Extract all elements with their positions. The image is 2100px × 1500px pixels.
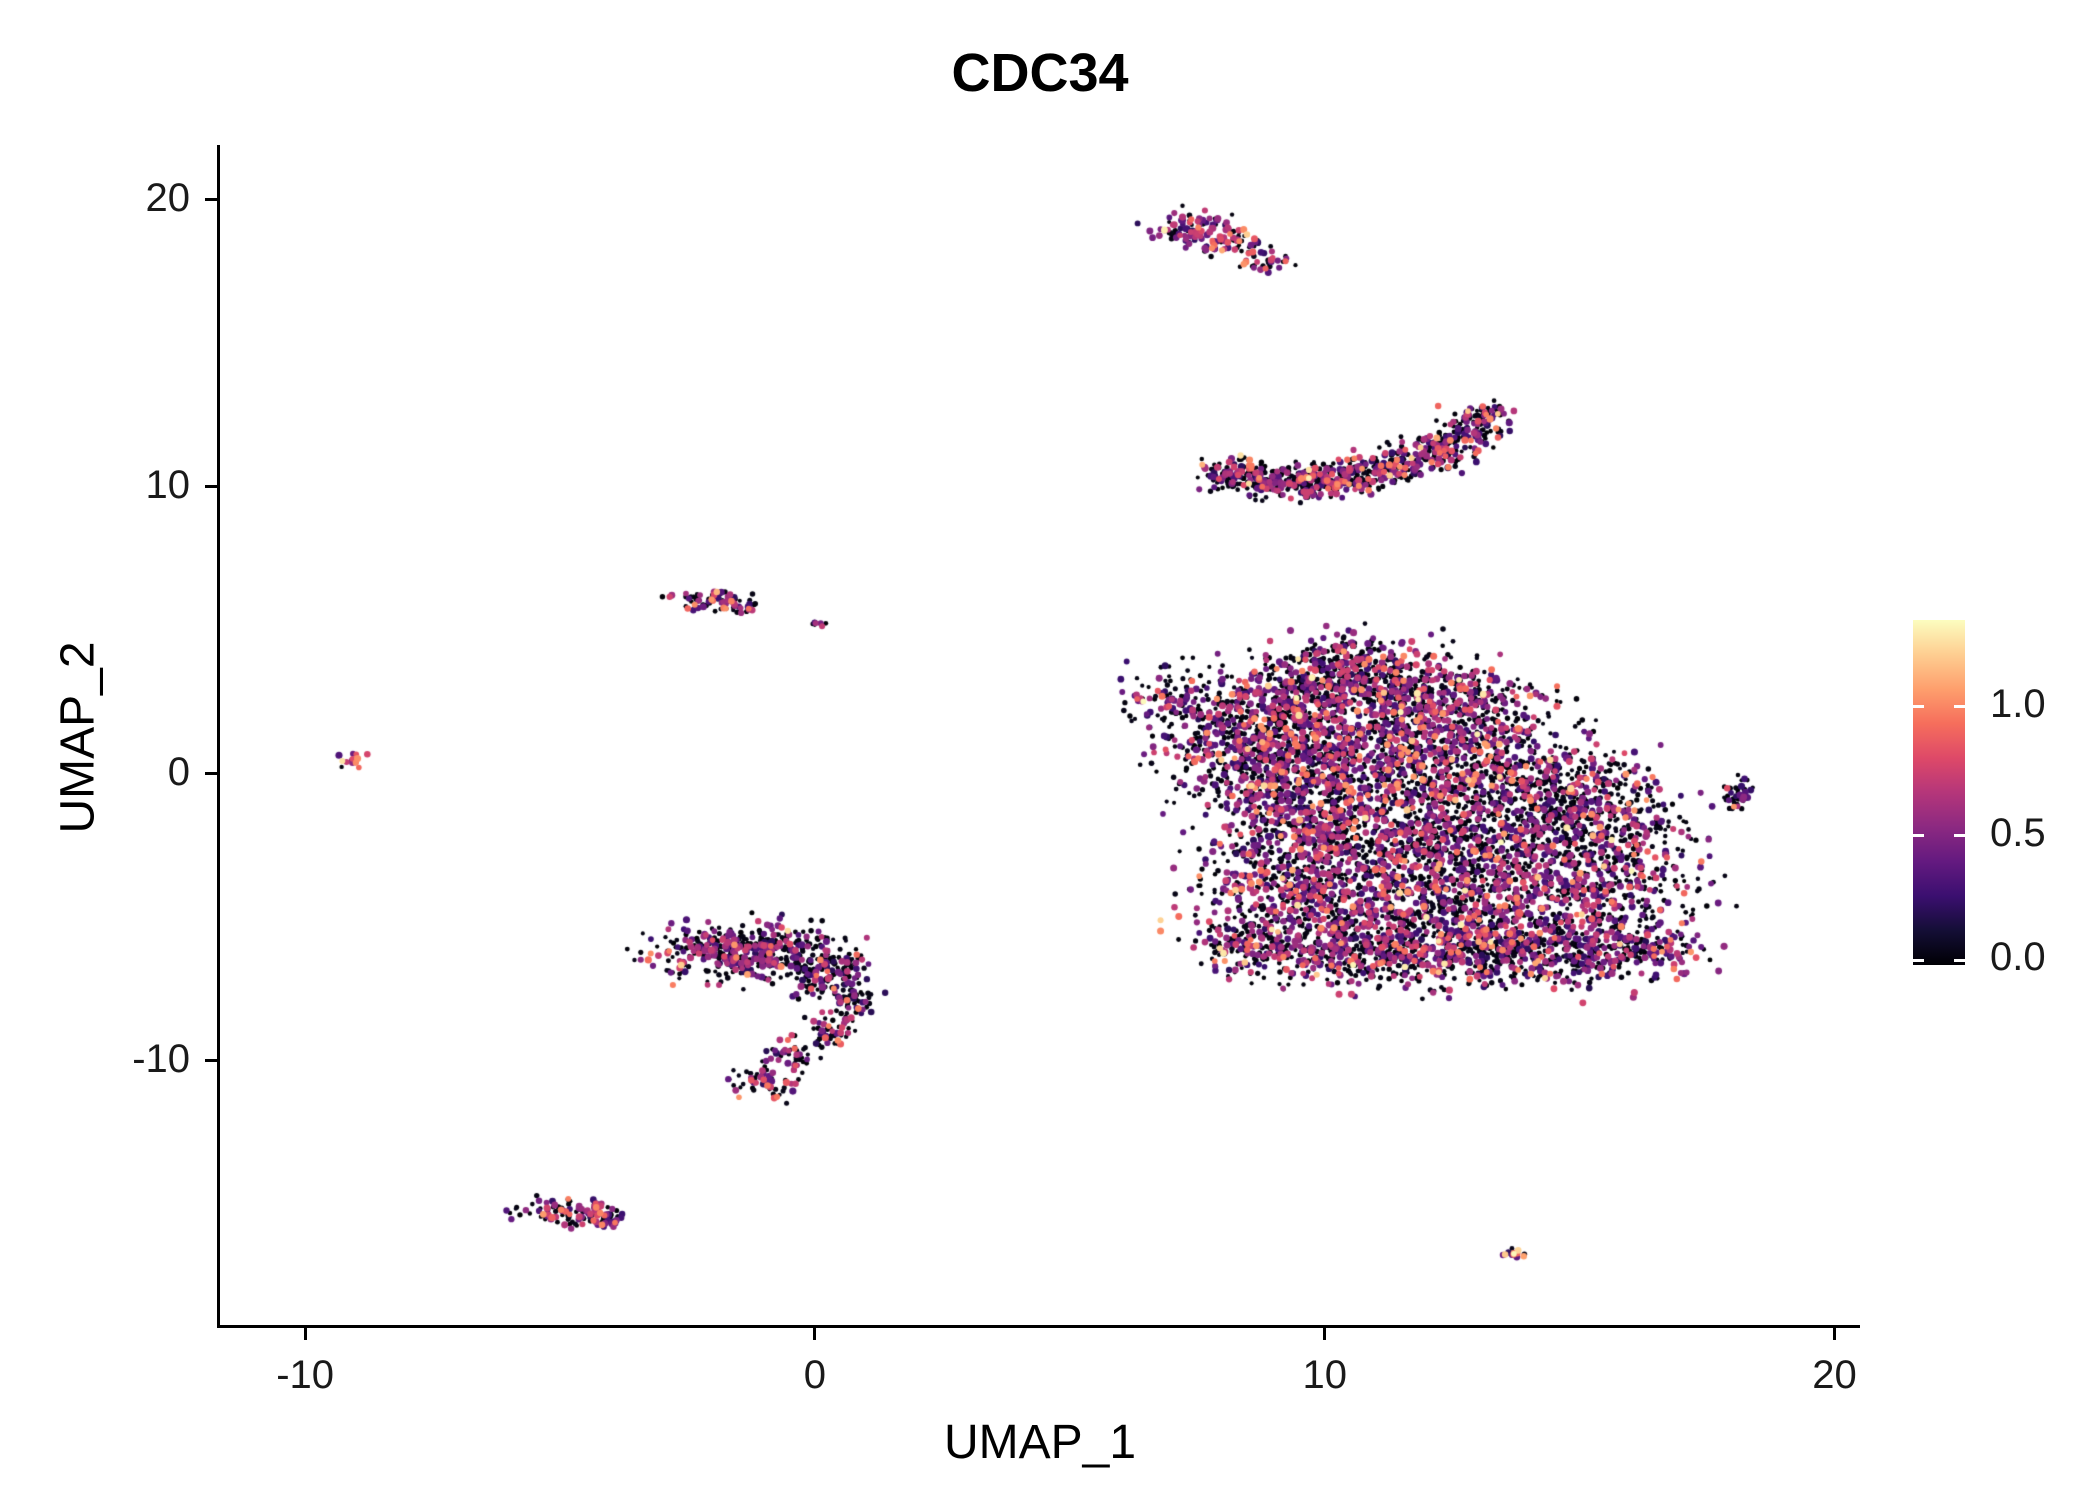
colorbar-tick-label: 0.5 [1990, 810, 2046, 855]
colorbar-tick-mark [1913, 834, 1924, 838]
x-tick-mark [813, 1325, 817, 1340]
expression-colorbar [1913, 620, 1965, 965]
y-tick-label: 20 [145, 175, 191, 220]
x-tick-mark [303, 1325, 307, 1340]
x-axis-title: UMAP_1 [943, 1416, 1137, 1469]
y-tick-mark [205, 772, 220, 776]
colorbar-tick-mark [1913, 958, 1924, 962]
colorbar-tick-label: 1.0 [1990, 681, 2046, 726]
x-tick-mark [1323, 1325, 1327, 1340]
colorbar-tick-mark [1954, 705, 1965, 709]
y-tick-mark [205, 1059, 220, 1063]
plot-title: CDC34 [951, 43, 1129, 103]
y-tick-label: 0 [167, 749, 190, 794]
x-tick-label: 0 [803, 1353, 827, 1397]
colorbar-tick-mark [1913, 705, 1924, 709]
colorbar-tick-mark [1954, 834, 1965, 838]
y-tick-label: -10 [132, 1036, 190, 1081]
x-tick-mark [1833, 1325, 1836, 1340]
colorbar-tick-mark [1954, 958, 1965, 962]
y-tick-label: 10 [145, 462, 191, 507]
x-tick-label: 10 [1302, 1353, 1347, 1397]
x-tick-label: 20 [1812, 1353, 1857, 1397]
y-tick-mark [205, 198, 220, 202]
y-tick-mark [205, 485, 220, 489]
colorbar-tick-label: 0.0 [1990, 935, 2046, 979]
scatter-points-canvas [220, 145, 1860, 1325]
x-tick-label: -10 [276, 1353, 335, 1397]
